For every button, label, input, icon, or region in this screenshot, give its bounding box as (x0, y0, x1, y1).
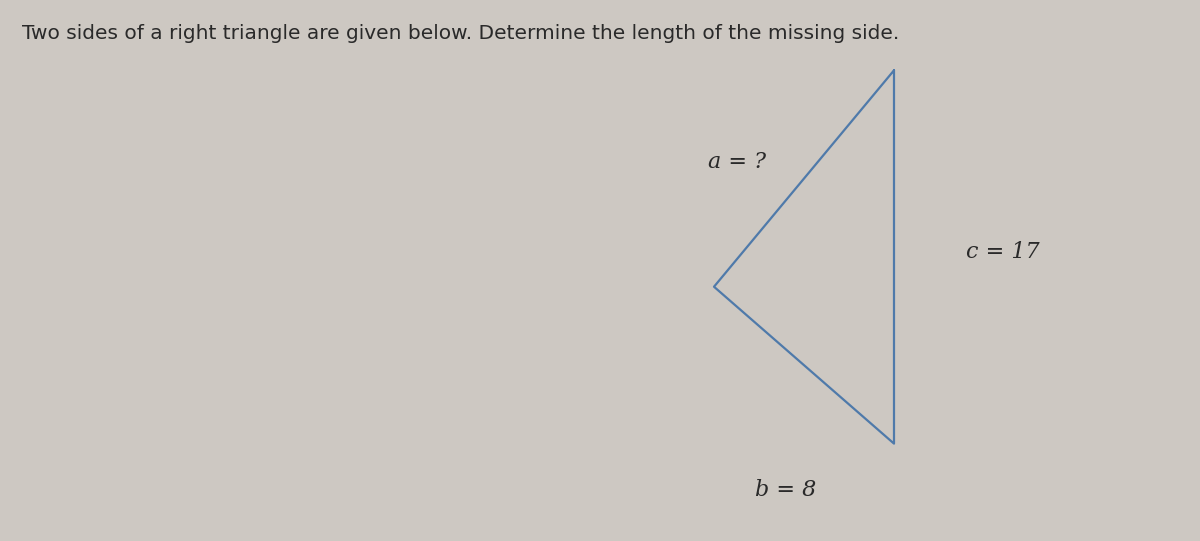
Text: b = 8: b = 8 (755, 479, 817, 501)
Text: c = 17: c = 17 (966, 241, 1039, 262)
Text: Two sides of a right triangle are given below. Determine the length of the missi: Two sides of a right triangle are given … (22, 24, 899, 43)
Text: a = ?: a = ? (708, 151, 766, 173)
